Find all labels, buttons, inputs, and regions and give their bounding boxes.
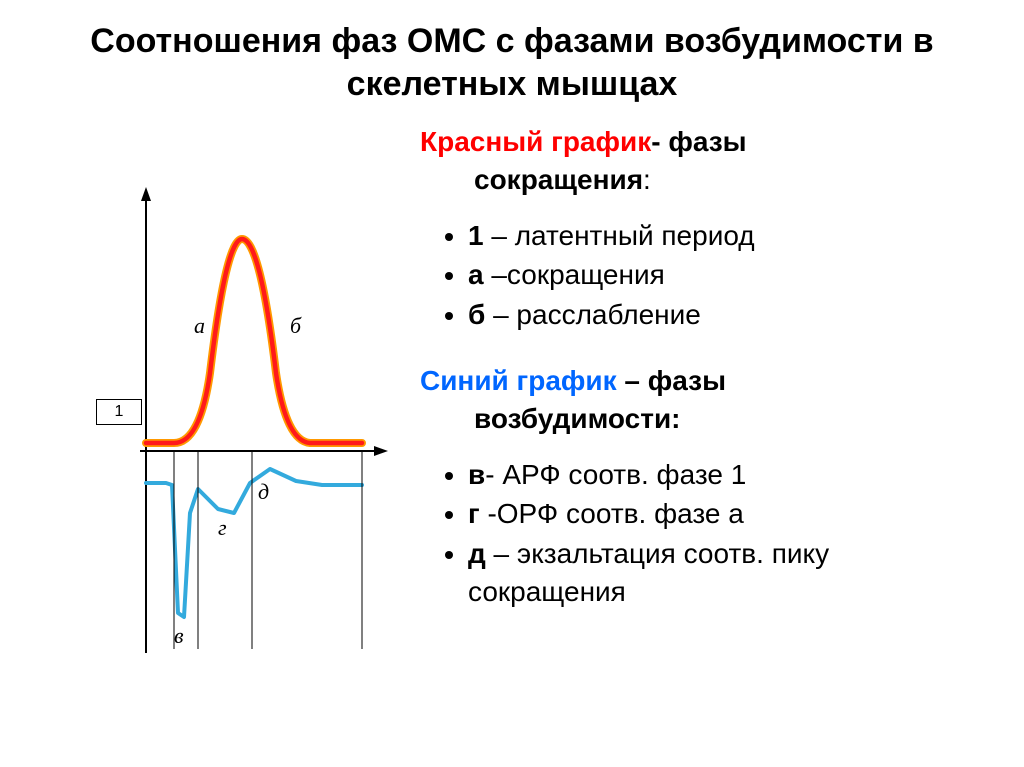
red-colon: : (643, 164, 651, 195)
label-box-1: 1 (96, 399, 142, 425)
content-row: абвгд 1 Красный график- фазы сокращения:… (30, 123, 994, 663)
item-text: –сокращения (484, 259, 665, 290)
item-text: -ОРФ соотв. фазе а (480, 498, 744, 529)
list-item: 1 – латентный период (468, 217, 994, 255)
chart-box: абвгд 1 (100, 183, 390, 663)
item-key: 1 (468, 220, 484, 251)
blue-lead: Синий график (420, 365, 617, 396)
svg-text:в: в (174, 623, 184, 648)
blue-tail: – фазы (617, 365, 726, 396)
item-text: – латентный период (484, 220, 755, 251)
svg-text:г: г (218, 515, 227, 540)
svg-text:б: б (290, 313, 302, 338)
item-key: а (468, 259, 484, 290)
red-tail: - фазы (651, 126, 746, 157)
chart-panel: а б в г д 1 (30, 123, 410, 663)
item-key: д (468, 538, 486, 569)
list-item: г -ОРФ соотв. фазе а (468, 495, 994, 533)
list-item: д – экзальтация соотв. пику сокращения (468, 535, 994, 611)
legend-panel: Красный график- фазы сокращения: 1 – лат… (420, 123, 994, 663)
page-title: Соотношения фаз ОМС с фазами возбудимост… (30, 20, 994, 105)
red-cont: сокращения (474, 164, 643, 195)
blue-legend: Синий график – фазы возбудимости: (420, 362, 994, 438)
red-lead: Красный график (420, 126, 651, 157)
item-text: – экзальтация соотв. пику сокращения (468, 538, 829, 607)
svg-text:д: д (258, 479, 269, 504)
item-text: - АРФ соотв. фазе 1 (485, 459, 746, 490)
red-legend: Красный график- фазы сокращения: (420, 123, 994, 199)
item-key: г (468, 498, 480, 529)
list-item: в- АРФ соотв. фазе 1 (468, 456, 994, 494)
svg-text:а: а (194, 313, 205, 338)
list-item: а –сокращения (468, 256, 994, 294)
red-items: 1 – латентный периода –сокращенияб – рас… (420, 217, 994, 334)
list-item: б – расслабление (468, 296, 994, 334)
blue-items: в- АРФ соотв. фазе 1г -ОРФ соотв. фазе а… (420, 456, 994, 611)
item-text: – расслабление (485, 299, 701, 330)
item-key: в (468, 459, 485, 490)
phase-chart: а б в г д (100, 183, 390, 663)
item-key: б (468, 299, 485, 330)
blue-cont: возбудимости: (474, 403, 681, 434)
